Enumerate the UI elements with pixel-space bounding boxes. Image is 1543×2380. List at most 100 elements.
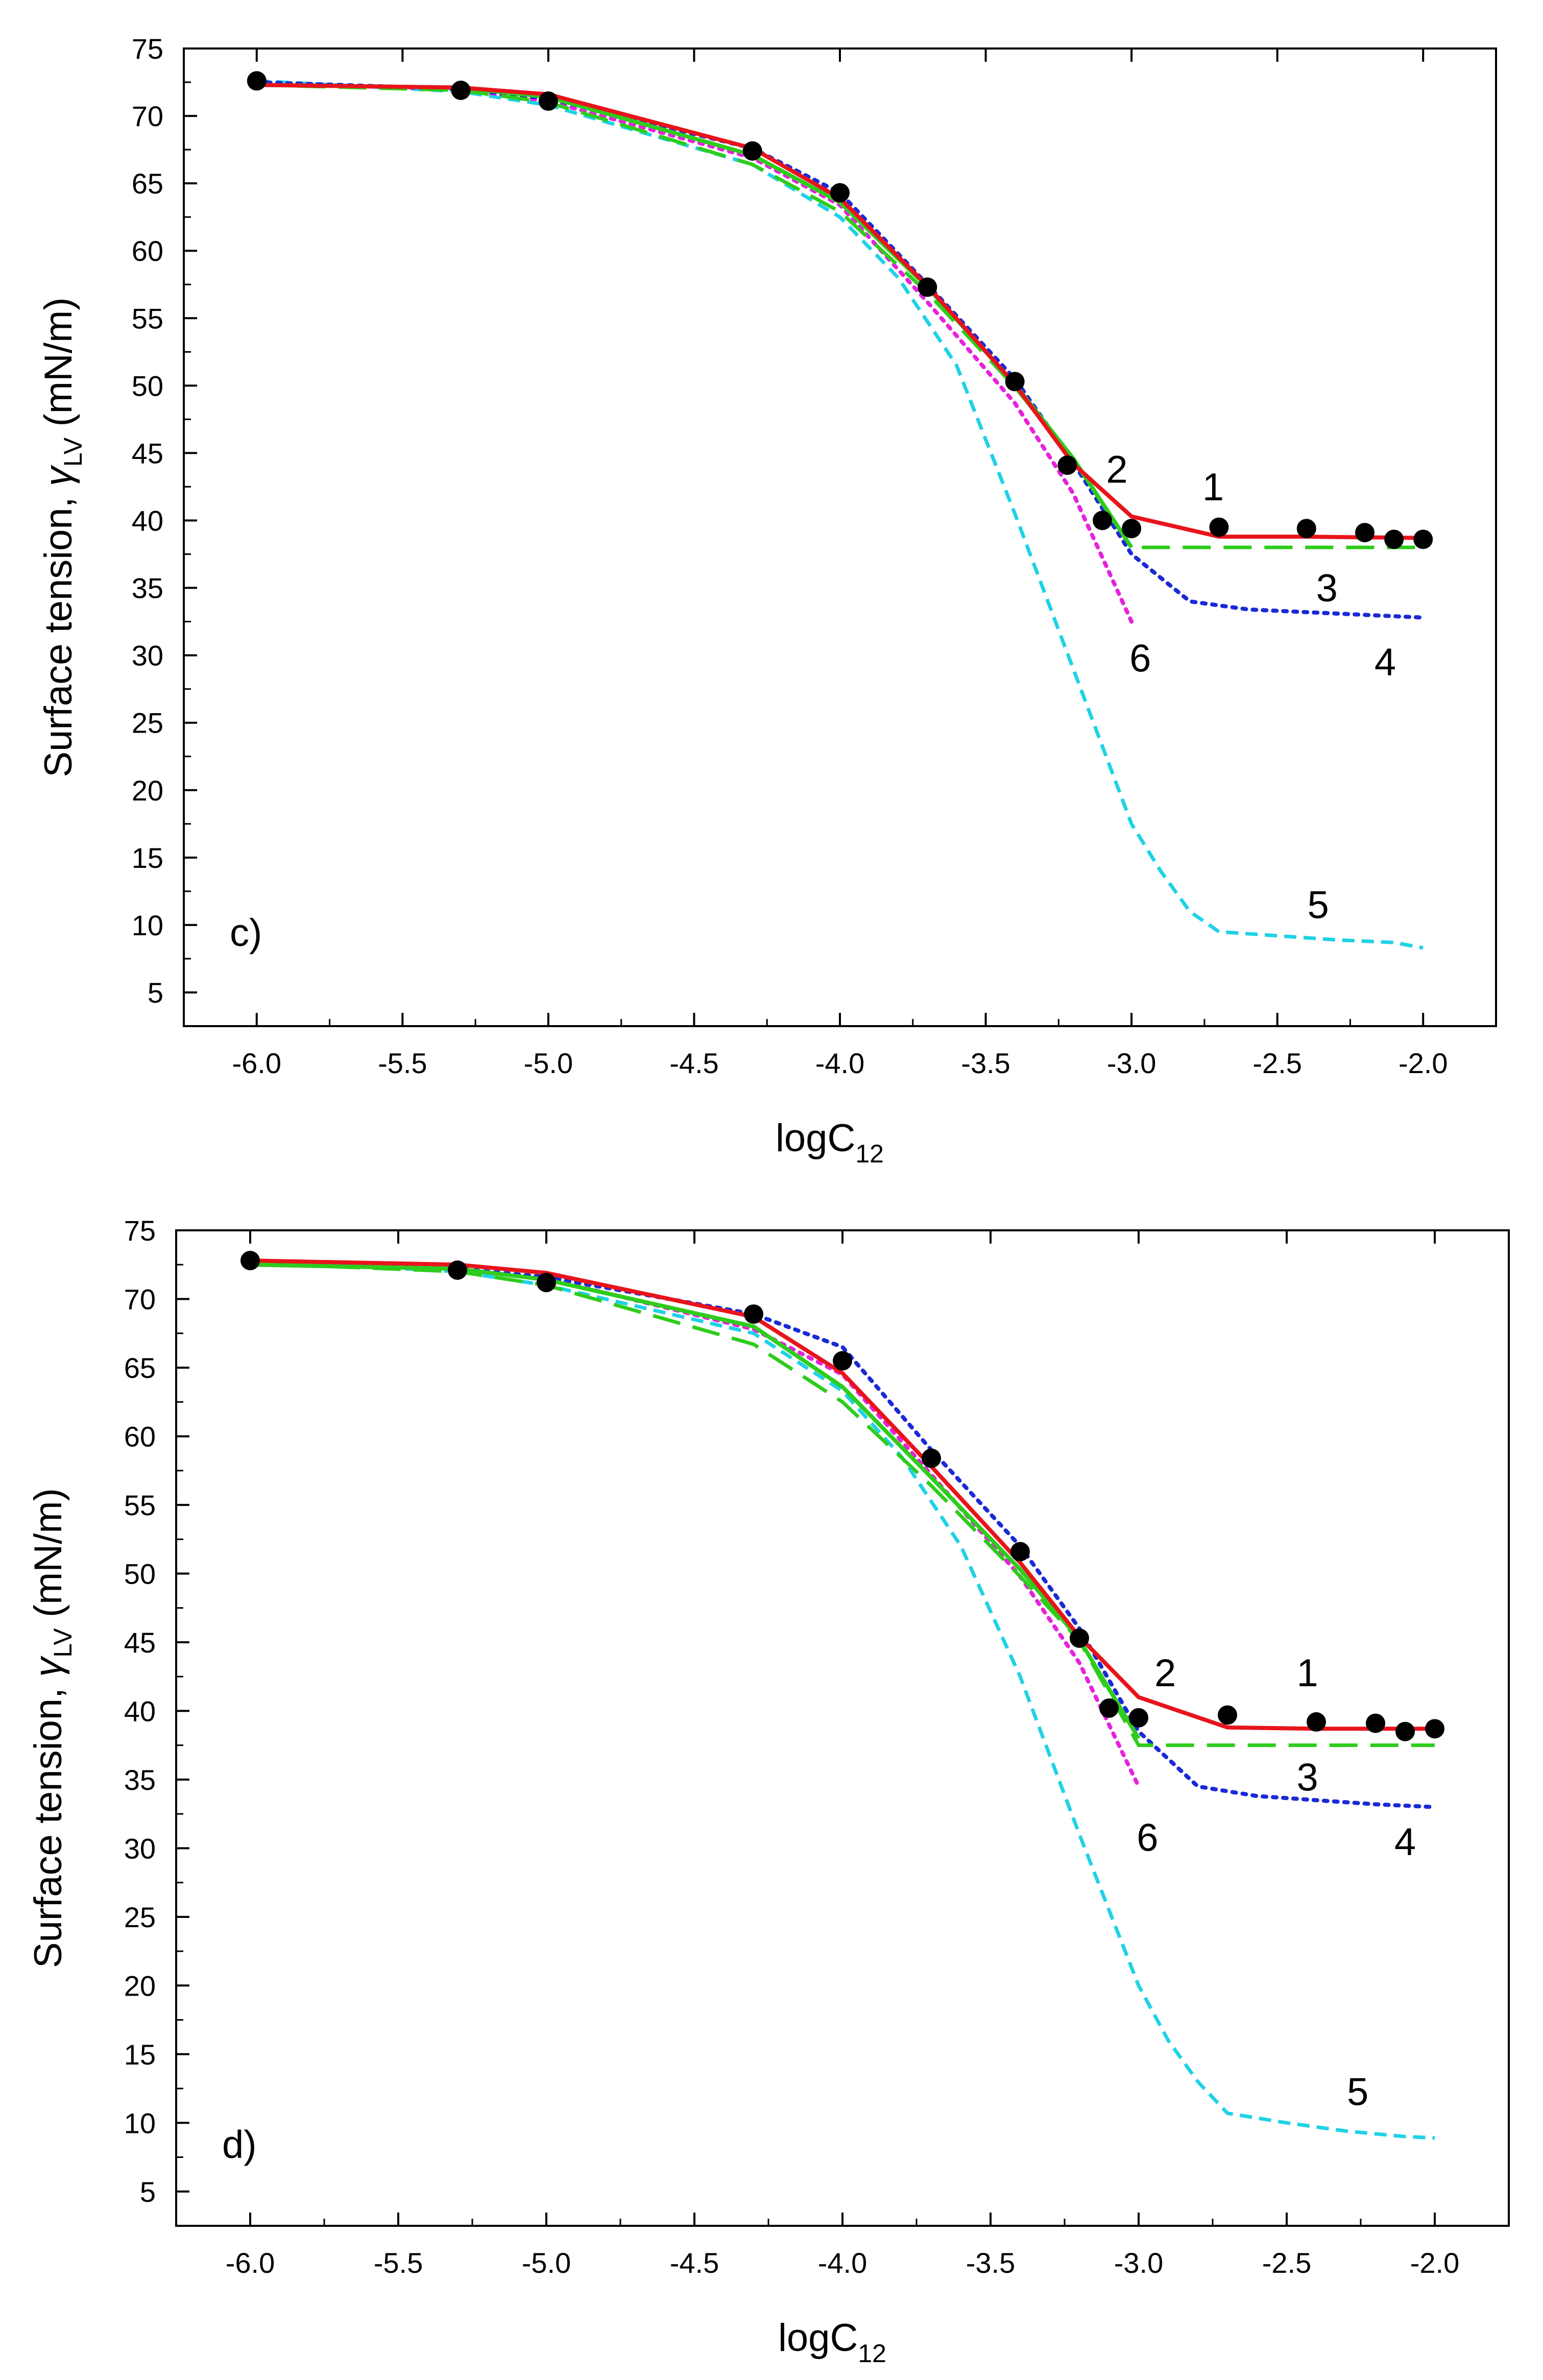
x-tick-label: -6.0 [226, 2247, 275, 2279]
y-tick-label: 5 [148, 977, 163, 1009]
curve-label-6: 6 [1129, 637, 1151, 680]
x-axis-title-main: logC [778, 2316, 858, 2360]
y-tick-label: 15 [132, 842, 163, 874]
y-tick-label: 75 [124, 1215, 156, 1247]
y-tick-label: 50 [124, 1558, 156, 1590]
experimental-point [1366, 1713, 1385, 1733]
y-tick-label: 5 [140, 2176, 156, 2208]
chart-panel-d: -6.0 -5.5 -5.0 -4.5 -4.0 -3.5 -3.0 -2.5 -2.0 5 10 1… [27, 1215, 1510, 2368]
series-5-line [250, 1258, 1435, 2140]
experimental-point [537, 1273, 556, 1293]
experimental-point [918, 277, 937, 297]
y-tick-label: 10 [132, 909, 163, 941]
y-axis-title-main: Surface tension, [37, 486, 80, 777]
experimental-point [1005, 372, 1025, 392]
y-tick-label: 60 [124, 1420, 156, 1452]
y-tick-label: 20 [124, 1970, 156, 2002]
x-tick-label: -4.0 [818, 2247, 867, 2279]
x-tick-label: -5.5 [378, 1047, 427, 1079]
experimental-point [1307, 1712, 1326, 1732]
x-tick-label: -6.0 [232, 1047, 282, 1079]
y-tick-label: 55 [132, 302, 163, 334]
curve-label-5: 5 [1347, 2070, 1368, 2114]
curve-label-5: 5 [1307, 884, 1329, 927]
curve-label-2: 2 [1106, 448, 1127, 492]
y-tick-label: 10 [124, 2107, 156, 2139]
x-tick-label: -4.5 [670, 2247, 719, 2279]
experimental-point [1010, 1542, 1030, 1562]
y-tick-label: 35 [124, 1764, 156, 1796]
x-tick-label: -3.5 [966, 2247, 1016, 2279]
y-tick-label: 65 [124, 1352, 156, 1384]
experimental-point [830, 183, 850, 203]
experimental-point [1218, 1705, 1237, 1725]
x-axis-title-main: logC [776, 1116, 855, 1160]
experimental-point [742, 141, 762, 161]
y-tick-label: 65 [132, 167, 163, 200]
x-tick-label: -5.5 [374, 2247, 423, 2279]
series-5-line [256, 79, 1424, 950]
series-6-line [254, 81, 1134, 624]
experimental-point [922, 1448, 941, 1468]
series-3-line [250, 1261, 1435, 1747]
experimental-point [1425, 1719, 1444, 1739]
experimental-point [1384, 529, 1404, 549]
experimental-point [448, 1260, 467, 1280]
x-axis-title-subscript: 12 [855, 1139, 884, 1168]
x-tick-label: -5.0 [524, 1047, 573, 1079]
series-2-line [250, 1262, 1141, 1740]
series-6-line [248, 1262, 1141, 1789]
experimental-point [1129, 1708, 1148, 1728]
x-tick-label: -2.0 [1399, 1047, 1448, 1079]
y-tick-label: 20 [132, 774, 163, 807]
y-tick-label: 40 [132, 504, 163, 537]
y-tick-label: 30 [124, 1832, 156, 1864]
y-axis-title-unit: (mN/m) [37, 297, 80, 437]
series-4-line [248, 1259, 1437, 1809]
x-tick-label: -5.0 [522, 2247, 571, 2279]
y-tick-label: 35 [132, 572, 163, 604]
x-tick-label: -4.5 [669, 1047, 719, 1079]
y-tick-label: 25 [124, 1901, 156, 1933]
experimental-point [1070, 1628, 1089, 1648]
x-tick-label: -3.0 [1114, 2247, 1164, 2279]
x-axis-title-subscript: 12 [858, 2339, 886, 2368]
series-1-line [256, 83, 1424, 540]
chart-panel-c: -6.0 -5.5 -5.0 -4.5 -4.0 -3.5 -3.0 -2.5 -2.0 5 10 1… [37, 33, 1497, 1168]
curve-label-3: 3 [1296, 1756, 1318, 1799]
experimental-point [1413, 529, 1433, 549]
y-tick-label: 70 [124, 1283, 156, 1315]
x-axis-title: logC12 [778, 2316, 886, 2368]
y-axis-title: Surface tension, γLV (mN/m) [27, 1488, 77, 1968]
x-tick-label: -2.5 [1252, 1047, 1302, 1079]
y-tick-label: 50 [132, 370, 163, 402]
experimental-point [1057, 455, 1077, 475]
curve-label-6: 6 [1137, 1816, 1158, 1860]
curve-label-1: 1 [1296, 1652, 1318, 1695]
panel-label: d) [222, 2123, 257, 2167]
experimental-point [1395, 1721, 1415, 1741]
y-axis-title-greek: γ [37, 465, 80, 486]
x-tick-label: -2.5 [1262, 2247, 1312, 2279]
experimental-point [744, 1304, 763, 1324]
series-1-line [250, 1258, 1435, 1731]
curve-label-3: 3 [1316, 567, 1338, 610]
x-tick-label: -3.5 [961, 1047, 1010, 1079]
y-axis-title-greek: γ [27, 1656, 70, 1677]
y-tick-label: 75 [132, 33, 163, 65]
y-tick-label: 45 [132, 437, 163, 469]
experimental-point [833, 1351, 852, 1371]
panel-label: c) [230, 911, 262, 955]
curve-label-4: 4 [1375, 641, 1396, 684]
experimental-point [240, 1251, 260, 1271]
series-3-line [256, 83, 1424, 549]
y-tick-label: 15 [124, 2038, 156, 2071]
x-tick-label: -4.0 [815, 1047, 865, 1079]
y-axis-title-subscript: LV [59, 437, 87, 467]
experimental-point [1296, 519, 1316, 539]
experimental-point [1099, 1698, 1119, 1718]
experimental-point [451, 80, 471, 100]
curve-label-4: 4 [1394, 1820, 1416, 1864]
y-tick-label: 30 [132, 640, 163, 672]
